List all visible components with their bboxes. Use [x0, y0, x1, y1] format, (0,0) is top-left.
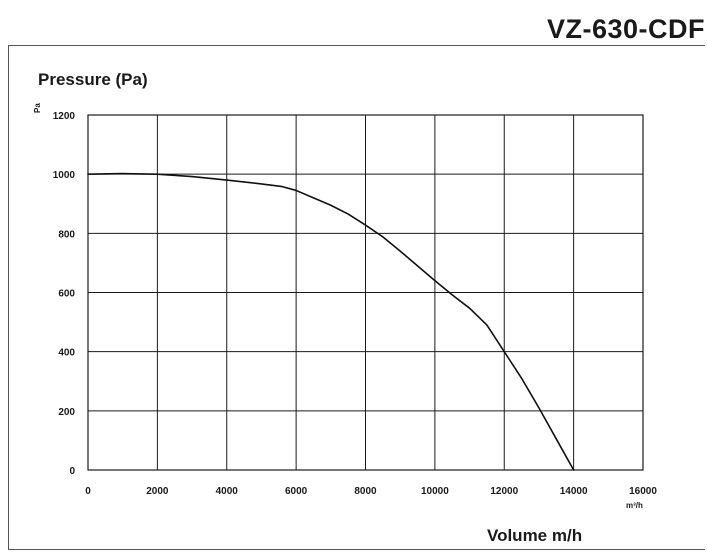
x-tick-label: 0: [85, 486, 91, 497]
pressure-curve: [87, 172, 575, 471]
y-tick-label: 400: [58, 348, 75, 359]
x-tick-label: 16000: [629, 486, 657, 497]
y-tick-label: 1200: [53, 111, 76, 122]
x-axis-title: Volume m/h: [487, 526, 583, 545]
tick-labels: 0 2000 4000 6000 8000 10000 12000 14000 16000 0 20…: [53, 111, 658, 497]
x-axis-unit: m³/h: [626, 501, 643, 510]
y-tick-label: 1000: [53, 170, 76, 181]
y-tick-label: 600: [58, 289, 75, 300]
x-tick-label: 2000: [146, 486, 169, 497]
y-tick-label: 0: [69, 466, 75, 477]
curve-layer: [87, 172, 575, 471]
x-tick-label: 6000: [285, 486, 308, 497]
x-tick-label: 12000: [490, 486, 518, 497]
grid: [87, 114, 644, 471]
x-tick-label: 10000: [421, 486, 449, 497]
y-tick-label: 800: [58, 229, 75, 240]
x-tick-label: 8000: [354, 486, 377, 497]
x-tick-label: 14000: [560, 486, 588, 497]
model-title: VZ-630-CDF: [546, 14, 705, 44]
y-axis-title: Pressure (Pa): [38, 70, 148, 89]
y-tick-label: 200: [58, 407, 75, 418]
chart-frame: [8, 45, 705, 550]
x-tick-label: 4000: [216, 486, 239, 497]
